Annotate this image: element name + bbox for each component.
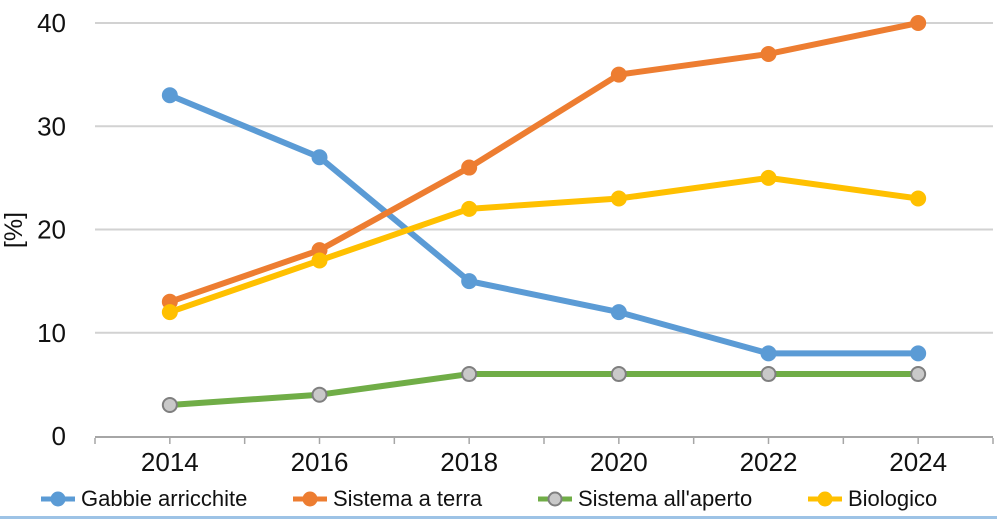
legend-item-sistema-all-aperto: Sistema all'aperto [538,484,752,514]
x-axis [94,436,994,444]
data-point-biologico-2022 [760,169,777,186]
series-layer [161,15,927,414]
y-tick-label-0: 0 [52,421,66,451]
data-point-biologico-2016 [311,252,328,269]
data-point-gabbie-arricchite-2016 [311,149,328,166]
y-tick-label-40: 40 [37,8,66,38]
x-axis-tick-labels: 2014 2016 2018 2020 2022 2024 [141,447,947,477]
legend-label: Gabbie arricchite [81,486,248,511]
data-point-gabbie-arricchite-2018 [461,273,478,290]
series-line-sistema-a-terra [166,20,922,305]
data-point-sistema-all-aperto-2020 [610,366,627,383]
legend-dot [817,491,833,507]
data-point-sistema-all-aperto-2016 [311,386,328,403]
x-tick-label-2018: 2018 [440,447,498,477]
series-line-gabbie-arricchite [166,92,922,357]
legend-marker-icon [808,491,842,507]
data-point-sistema-a-terra-2020 [610,66,627,83]
data-point-sistema-a-terra-2022 [760,45,777,62]
data-point-sistema-all-aperto-2022 [760,366,777,383]
data-point-gabbie-arricchite-2014 [161,87,178,104]
legend-dot [302,491,318,507]
data-point-sistema-all-aperto-2014 [161,397,178,414]
data-point-sistema-all-aperto-2024 [910,366,927,383]
data-point-sistema-a-terra-2018 [461,159,478,176]
x-tick-label-2022: 2022 [740,447,798,477]
data-point-gabbie-arricchite-2022 [760,345,777,362]
y-tick-label-30: 30 [37,111,66,141]
legend-label: Biologico [848,486,938,511]
legend-item-sistema-a-terra: Sistema a terra [293,484,482,514]
data-point-sistema-a-terra-2024 [910,15,927,31]
plot-area: 0 10 20 30 40 2014 2016 2018 2020 2022 2024 [%] [0,8,994,477]
legend-marker-icon [41,491,75,507]
y-tick-label-20: 20 [37,215,66,245]
data-point-sistema-all-aperto-2018 [461,366,478,383]
legend-dot [50,491,66,507]
legend-label: Sistema all'aperto [578,486,753,511]
y-axis-tick-labels: 0 10 20 30 40 [37,8,66,451]
legend-marker-icon [293,491,327,507]
data-point-gabbie-arricchite-2024 [910,345,927,362]
x-tick-label-2016: 2016 [291,447,349,477]
series-line-biologico [166,174,922,316]
data-point-biologico-2018 [461,200,478,217]
bottom-rule-divider [0,516,997,519]
gridlines [95,22,993,334]
x-tick-label-2014: 2014 [141,447,199,477]
x-tick-label-2024: 2024 [889,447,947,477]
data-point-biologico-2020 [610,190,627,207]
legend-item-gabbie-arricchite: Gabbie arricchite [41,484,247,514]
series-line-sistema-all-aperto [166,371,922,409]
y-axis-title: [%] [0,212,28,248]
legend-label: Sistema a terra [333,486,483,511]
data-point-biologico-2024 [910,190,927,207]
legend-dot [547,491,563,507]
data-point-gabbie-arricchite-2020 [610,304,627,321]
x-tick-label-2020: 2020 [590,447,648,477]
legend-marker-icon [538,491,572,507]
y-tick-label-10: 10 [37,318,66,348]
legend: Gabbie arricchite Sistema a terra Sistem… [0,484,997,514]
legend-item-biologico: Biologico [808,484,937,514]
data-point-biologico-2014 [161,304,178,321]
